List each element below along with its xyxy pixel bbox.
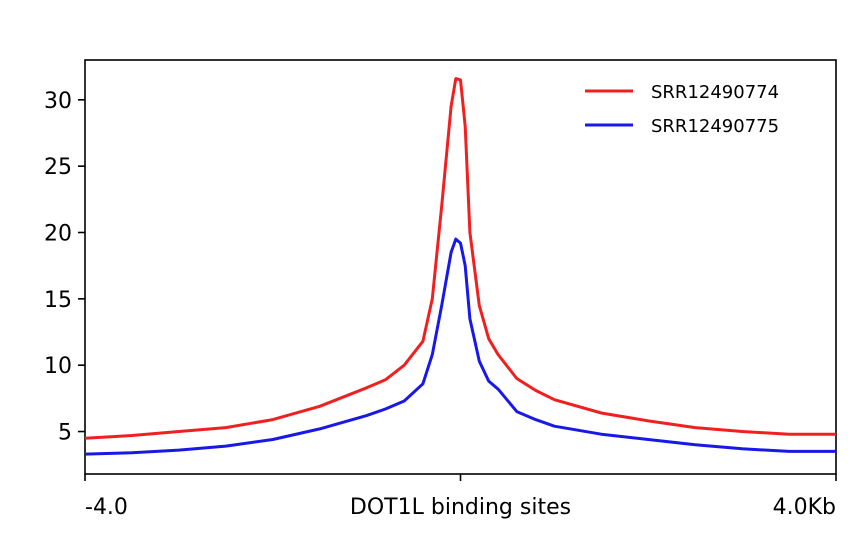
x-tick-label: -4.0 [85,495,128,520]
y-tick-label: 5 [58,421,72,446]
y-tick-label: 15 [44,288,72,313]
y-tick-label: 25 [44,155,72,180]
legend-label: SRR12490775 [651,116,779,137]
series-line-2 [84,237,836,456]
y-tick-label: 10 [44,354,72,379]
series-layer [84,77,836,456]
legend-label: SRR12490774 [651,82,779,103]
y-axis: 5 10 15 20 25 30 [44,89,85,446]
x-axis: -4.0 DOT1L binding sites 4.0Kb [84,474,837,520]
y-tick-label: 30 [44,89,72,114]
legend: SRR12490774 SRR12490775 [585,82,779,137]
series-line-1 [84,77,836,440]
x-tick-label: 4.0Kb [773,495,836,520]
y-tick-label: 20 [44,222,72,247]
x-tick-label: DOT1L binding sites [350,495,571,520]
